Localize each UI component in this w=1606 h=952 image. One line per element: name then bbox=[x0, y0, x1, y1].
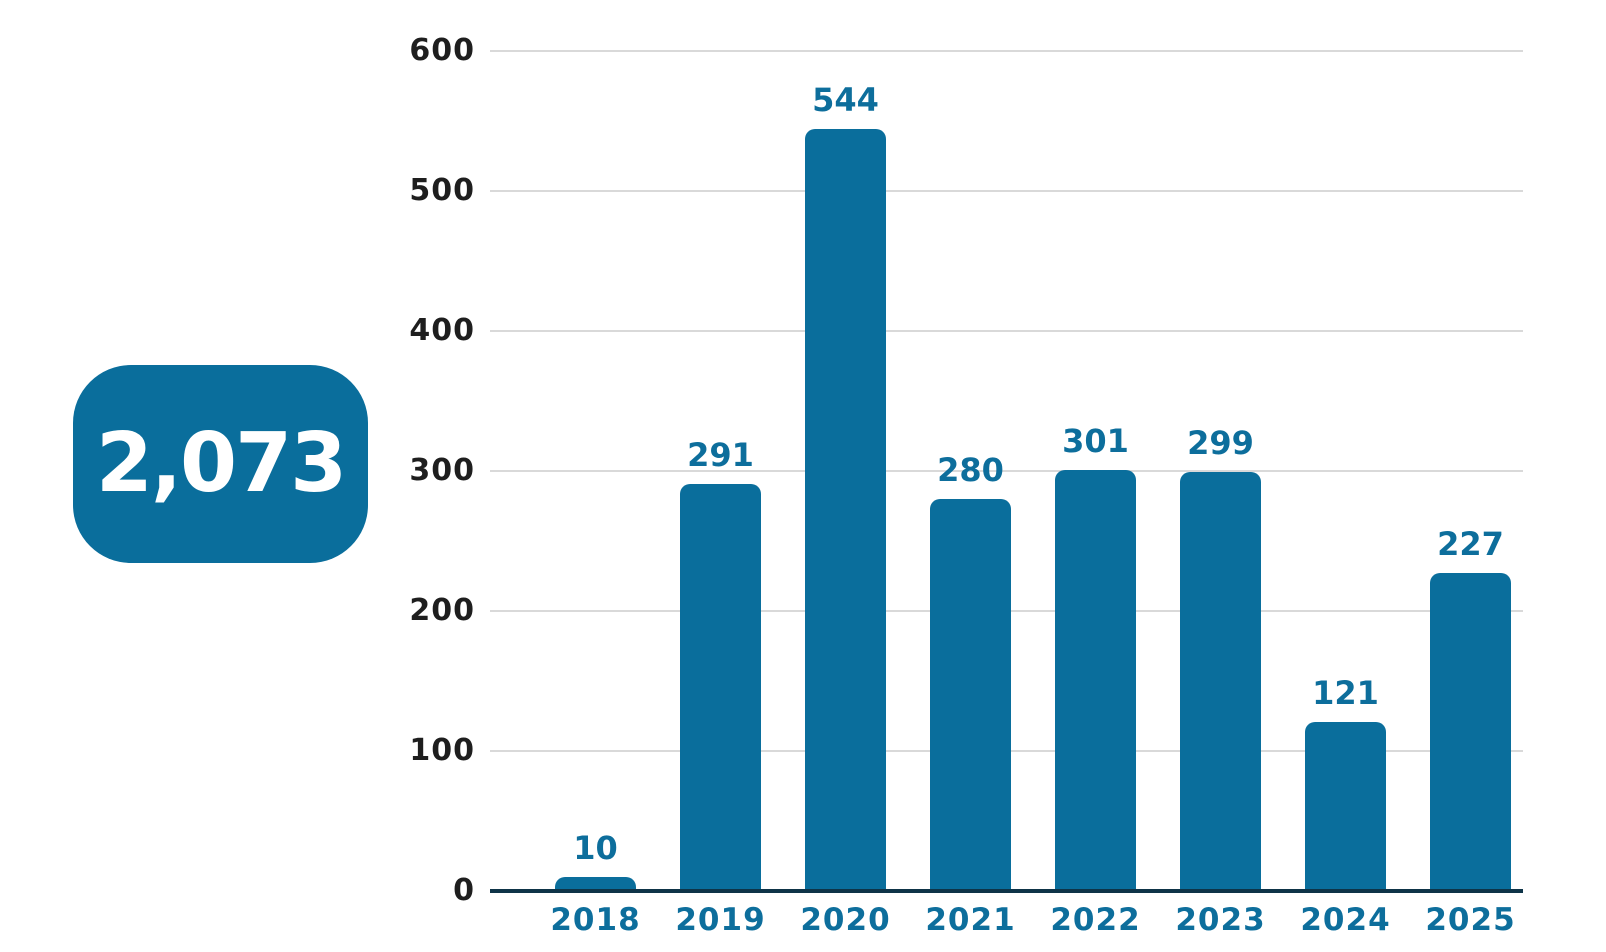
bar-2018 bbox=[555, 877, 636, 891]
x-tick-label-2019: 2019 bbox=[675, 902, 766, 938]
bar-2022 bbox=[1055, 469, 1136, 891]
y-tick-label-0: 0 bbox=[453, 873, 475, 908]
bar-2025 bbox=[1430, 573, 1511, 891]
bar-value-label-2024: 121 bbox=[1312, 673, 1379, 712]
bar-value-label-2018: 10 bbox=[573, 829, 618, 867]
bar-2024 bbox=[1305, 721, 1386, 891]
x-tick-label-2023: 2023 bbox=[1175, 902, 1266, 938]
bar-value-label-2019: 291 bbox=[687, 435, 754, 474]
bar-value-label-2023: 299 bbox=[1187, 424, 1254, 463]
bar-2019 bbox=[680, 483, 761, 891]
total-value: 2,073 bbox=[95, 416, 347, 511]
bar-value-label-2025: 227 bbox=[1437, 525, 1504, 564]
x-axis-line bbox=[490, 889, 1523, 893]
bar-2023 bbox=[1180, 472, 1261, 891]
x-tick-label-2018: 2018 bbox=[550, 902, 641, 938]
y-tick-label-100: 100 bbox=[409, 733, 475, 768]
bar-2021 bbox=[930, 499, 1011, 891]
x-tick-label-2024: 2024 bbox=[1300, 902, 1391, 938]
y-tick-label-400: 400 bbox=[409, 313, 475, 348]
gridline-400 bbox=[490, 330, 1523, 332]
x-tick-label-2025: 2025 bbox=[1425, 902, 1516, 938]
bar-value-label-2020: 544 bbox=[812, 81, 879, 120]
y-tick-label-300: 300 bbox=[409, 453, 475, 488]
x-tick-label-2022: 2022 bbox=[1050, 902, 1141, 938]
total-badge: 2,073 bbox=[73, 365, 368, 563]
bar-value-label-2022: 301 bbox=[1062, 421, 1129, 460]
x-tick-label-2020: 2020 bbox=[800, 902, 891, 938]
x-tick-label-2021: 2021 bbox=[925, 902, 1016, 938]
bar-2020 bbox=[805, 129, 886, 891]
gridline-300 bbox=[490, 470, 1523, 472]
y-tick-label-600: 600 bbox=[409, 33, 475, 68]
y-tick-label-500: 500 bbox=[409, 173, 475, 208]
bar-value-label-2021: 280 bbox=[937, 451, 1004, 489]
y-tick-label-200: 200 bbox=[409, 593, 475, 628]
gridline-500 bbox=[490, 190, 1523, 192]
gridline-600 bbox=[490, 50, 1523, 52]
